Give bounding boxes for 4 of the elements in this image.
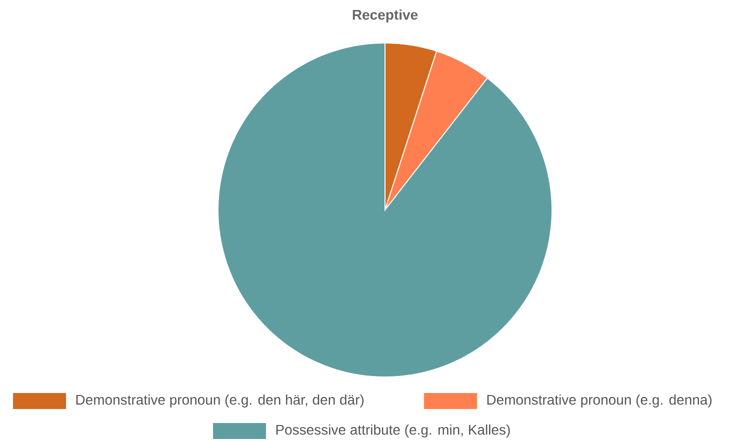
legend-label: Demonstrative pronoun (e.g. denna) bbox=[487, 394, 712, 408]
chart-title: Receptive bbox=[352, 9, 418, 23]
legend-label: Possessive attribute (e.g. min, Kalles) bbox=[276, 424, 510, 438]
legend-label: Demonstrative pronoun (e.g. den här, den där) bbox=[76, 394, 364, 408]
